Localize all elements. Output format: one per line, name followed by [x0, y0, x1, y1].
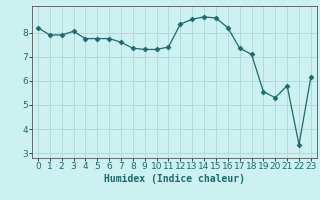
X-axis label: Humidex (Indice chaleur): Humidex (Indice chaleur)	[104, 174, 245, 184]
